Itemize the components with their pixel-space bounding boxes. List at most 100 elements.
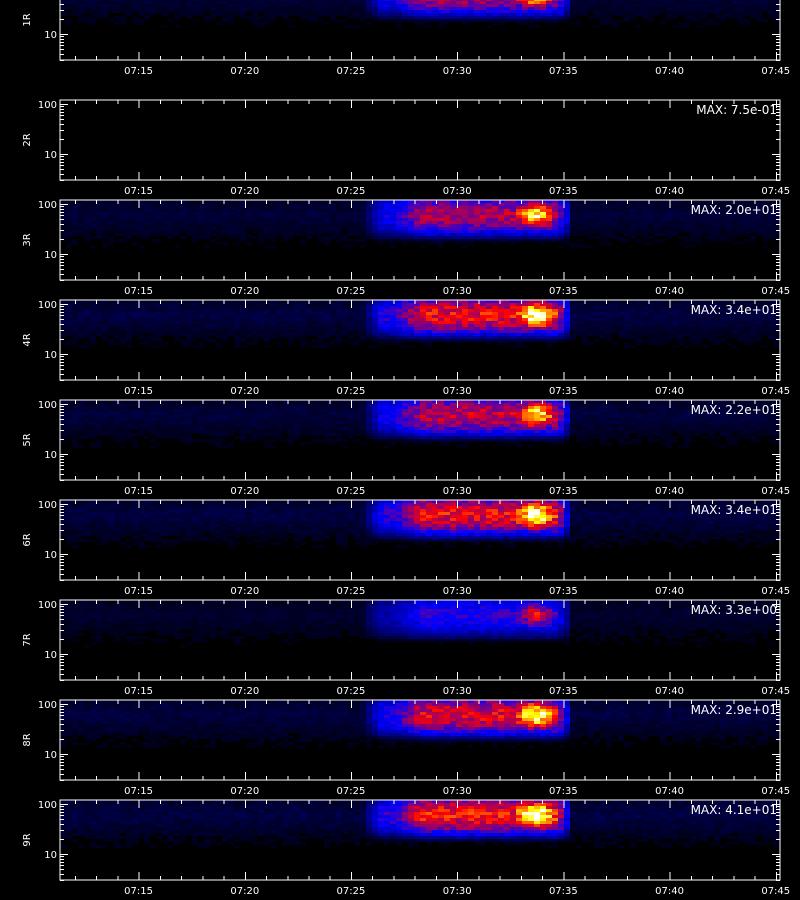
heatmap-cell [660, 7, 666, 10]
heatmap-cell [156, 315, 162, 318]
heatmap-cell [726, 206, 732, 209]
heatmap-cell [144, 212, 150, 215]
heatmap-cell [456, 333, 462, 336]
heatmap-cell [294, 227, 300, 230]
heatmap-cell [330, 330, 336, 333]
heatmap-cell [120, 312, 126, 315]
heatmap-cell [402, 16, 408, 19]
heatmap-cell [414, 300, 420, 303]
heatmap-cell [162, 312, 168, 315]
heatmap-cell [90, 212, 96, 215]
heatmap-cell [108, 230, 114, 233]
heatmap-cell [582, 10, 588, 13]
heatmap-cell [150, 206, 156, 209]
heatmap-cell [186, 224, 192, 227]
heatmap-cell [450, 306, 456, 309]
heatmap-cell [630, 16, 636, 19]
heatmap-cell [108, 309, 114, 312]
heatmap-cell [276, 300, 282, 303]
heatmap-cell [102, 324, 108, 327]
heatmap-cell [270, 7, 276, 10]
heatmap-cell [492, 10, 498, 13]
heatmap-cell [738, 10, 744, 13]
heatmap-cell [444, 227, 450, 230]
heatmap-cell [444, 236, 450, 239]
heatmap-cell [354, 10, 360, 13]
heatmap-cell [294, 221, 300, 224]
heatmap-cell [420, 209, 426, 212]
heatmap-cell [354, 212, 360, 215]
heatmap-cell [72, 333, 78, 336]
heatmap-cell [444, 221, 450, 224]
heatmap-cell [240, 215, 246, 218]
heatmap-cell [600, 330, 606, 333]
heatmap-cell [132, 233, 138, 236]
heatmap-cell [432, 306, 438, 309]
heatmap-cell [102, 209, 108, 212]
heatmap-cell [180, 318, 186, 321]
heatmap-cell [288, 224, 294, 227]
heatmap-cell [354, 230, 360, 233]
heatmap-cell [528, 212, 534, 215]
heatmap-cell [108, 300, 114, 303]
heatmap-cell [414, 339, 420, 342]
heatmap-cell [312, 339, 318, 342]
heatmap-cell [420, 239, 426, 242]
heatmap-cell [774, 212, 780, 215]
heatmap-cell [198, 1, 204, 4]
heatmap-cell [414, 303, 420, 306]
heatmap-cell [636, 13, 642, 16]
heatmap-cell [504, 333, 510, 336]
heatmap-cell [198, 312, 204, 315]
heatmap-cell [420, 339, 426, 342]
heatmap-cell [438, 4, 444, 7]
heatmap-cell [60, 209, 66, 212]
heatmap-cell [366, 233, 372, 236]
heatmap-cell [588, 206, 594, 209]
heatmap-cell [180, 215, 186, 218]
heatmap-cell [456, 209, 462, 212]
heatmap-cell [534, 218, 540, 221]
heatmap-cell [300, 227, 306, 230]
heatmap-cell [450, 336, 456, 339]
heatmap-cell [78, 200, 84, 203]
heatmap-cell [534, 16, 540, 19]
heatmap-cell [126, 200, 132, 203]
heatmap-cell [450, 233, 456, 236]
heatmap-cell [108, 215, 114, 218]
heatmap-cell [138, 233, 144, 236]
heatmap-cell [360, 318, 366, 321]
heatmap-cell [750, 206, 756, 209]
heatmap-cell [456, 242, 462, 245]
heatmap-cell [240, 336, 246, 339]
heatmap-cell [174, 215, 180, 218]
heatmap-cell [744, 212, 750, 215]
heatmap-cell [228, 19, 234, 22]
heatmap-cell [294, 13, 300, 16]
heatmap-cell [384, 224, 390, 227]
heatmap-cell [132, 22, 138, 25]
heatmap-cell [552, 342, 558, 345]
heatmap-cell [354, 203, 360, 206]
heatmap-cell [276, 0, 282, 1]
heatmap-cell [576, 321, 582, 324]
heatmap-cell [162, 215, 168, 218]
heatmap-cell [402, 300, 408, 303]
heatmap-cell [186, 227, 192, 230]
heatmap-cell [462, 221, 468, 224]
heatmap-cell [384, 309, 390, 312]
heatmap-cell [570, 300, 576, 303]
heatmap-cell [378, 10, 384, 13]
heatmap-cell [330, 218, 336, 221]
heatmap-cell [462, 4, 468, 7]
heatmap-cell [660, 215, 666, 218]
heatmap-cell [132, 324, 138, 327]
heatmap-cell [342, 306, 348, 309]
heatmap-cell [516, 324, 522, 327]
heatmap-cell [588, 4, 594, 7]
heatmap-cell [210, 0, 216, 1]
heatmap-cell [534, 221, 540, 224]
heatmap-cell [636, 224, 642, 227]
heatmap-cell [384, 342, 390, 345]
x-tick-label: 07:45 [761, 186, 790, 197]
